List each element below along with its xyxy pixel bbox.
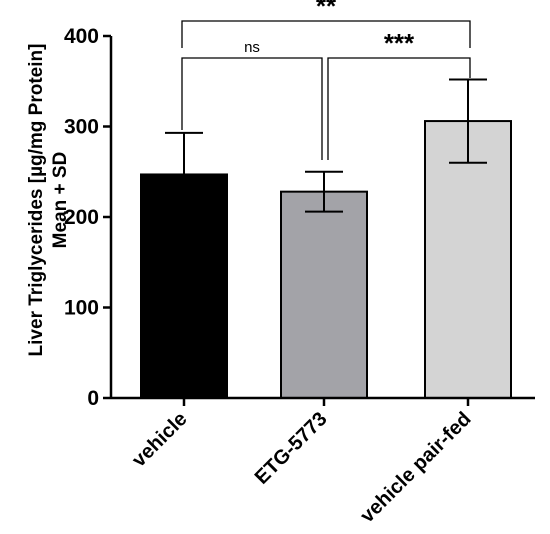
y-tick-label-2: 200 [64, 206, 99, 229]
significance-vehicle-vs-etg-label: ns [244, 39, 260, 56]
y-axis-title: Liver Triglycerides [µg/mg Protein] Mean… [26, 44, 71, 357]
significance-vehicle-vs-etg-bracket [181, 57, 323, 160]
significance-etg-vs-pairfed-bracket [327, 57, 471, 160]
bar-1 [280, 190, 368, 399]
bar-0 [140, 173, 228, 399]
significance-vehicle-vs-pairfed-bracket [181, 20, 471, 48]
y-axis-title-line-1: Liver Triglycerides [µg/mg Protein] [26, 44, 47, 357]
plot-area: 0 100 200 300 400 vehicle ETG-5773 vehicle pair… [64, 0, 535, 527]
y-tick-label-4: 400 [64, 25, 99, 48]
x-tick-label-0: vehicle [128, 408, 192, 472]
y-tick-label-1: 100 [64, 297, 99, 320]
y-axis-title-line-2: Mean + SD [50, 152, 71, 249]
y-tick-label-3: 300 [64, 116, 99, 139]
x-tick-label-2: vehicle pair-fed [356, 408, 475, 527]
significance-etg-vs-pairfed-label: *** [384, 28, 415, 58]
y-tick-label-0: 0 [87, 387, 99, 410]
significance-vehicle-vs-pairfed-label: ** [316, 0, 337, 21]
x-tick-label-1: ETG-5773 [251, 408, 332, 489]
